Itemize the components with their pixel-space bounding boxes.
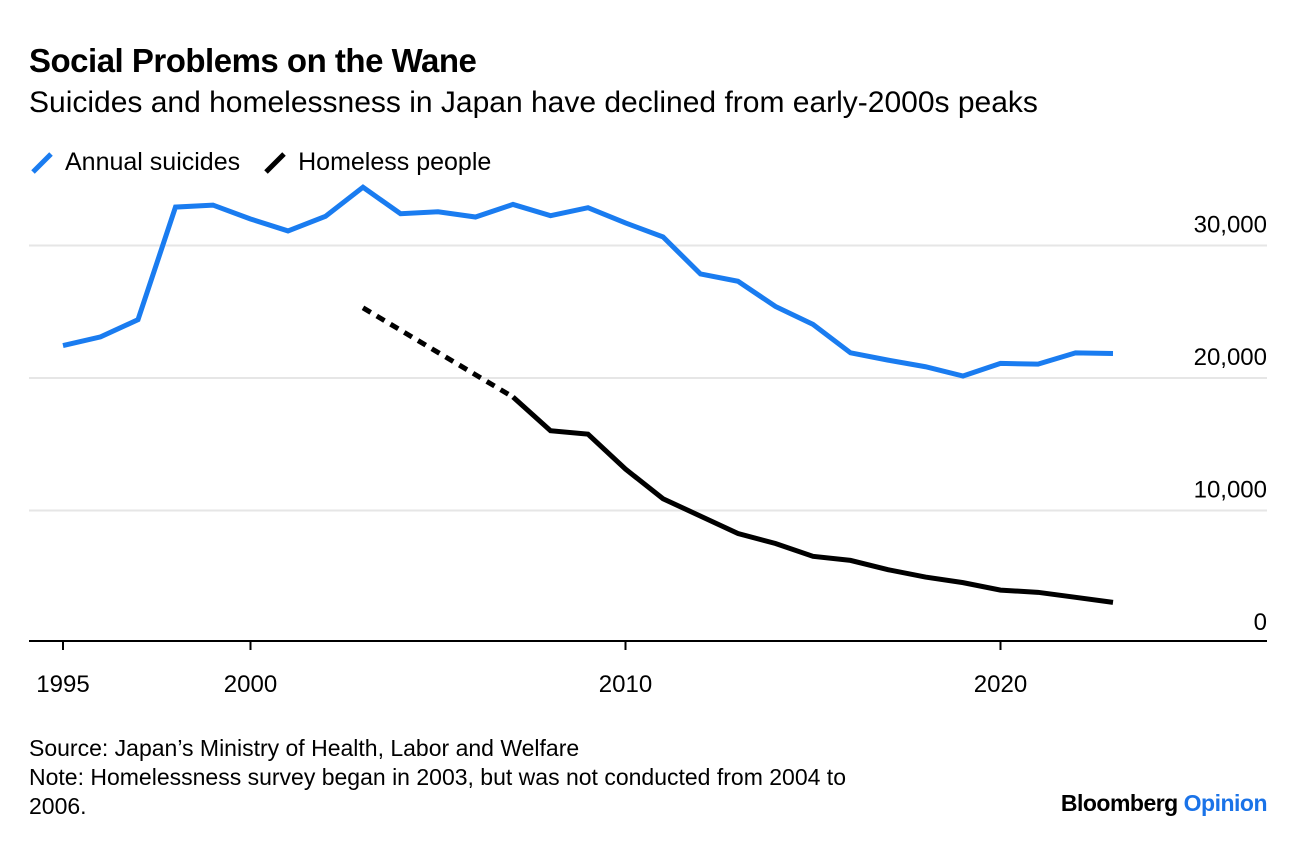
chart-subtitle: Suicides and homelessness in Japan have … xyxy=(29,86,1038,119)
source-note: Source: Japan’s Ministry of Health, Labo… xyxy=(29,735,580,761)
series-line-homeless xyxy=(511,395,1114,605)
series-line-suicides xyxy=(62,184,1114,379)
legend-label: Homeless people xyxy=(298,148,492,176)
x-tick-label: 2020 xyxy=(974,671,1027,698)
x-tick-label: 2000 xyxy=(224,671,277,698)
y-tick-label: 10,000 xyxy=(1194,477,1267,504)
legend-item-suicides: Annual suicides xyxy=(29,148,240,177)
bloomberg-opinion-logo: Bloomberg Opinion xyxy=(1060,790,1268,816)
y-tick-label: 20,000 xyxy=(1194,344,1267,371)
legend-item-homeless: Homeless people xyxy=(262,148,491,177)
x-tick-label: 2010 xyxy=(599,671,652,698)
footnote-line-1: Note: Homelessness survey began in 2003,… xyxy=(29,764,846,790)
y-tick-label: 0 xyxy=(1254,609,1267,636)
footnote-line-2: 2006. xyxy=(29,793,87,819)
legend-swatch-black xyxy=(264,151,286,174)
chart-title: Social Problems on the Wane xyxy=(29,42,477,79)
x-tick-label: 1995 xyxy=(36,671,89,698)
legend: Annual suicides Homeless people xyxy=(29,148,513,177)
legend-label: Annual suicides xyxy=(65,148,241,176)
series-line-dashed-homeless xyxy=(361,305,515,400)
y-tick-label: 30,000 xyxy=(1194,212,1267,239)
legend-swatch-blue xyxy=(31,151,53,174)
